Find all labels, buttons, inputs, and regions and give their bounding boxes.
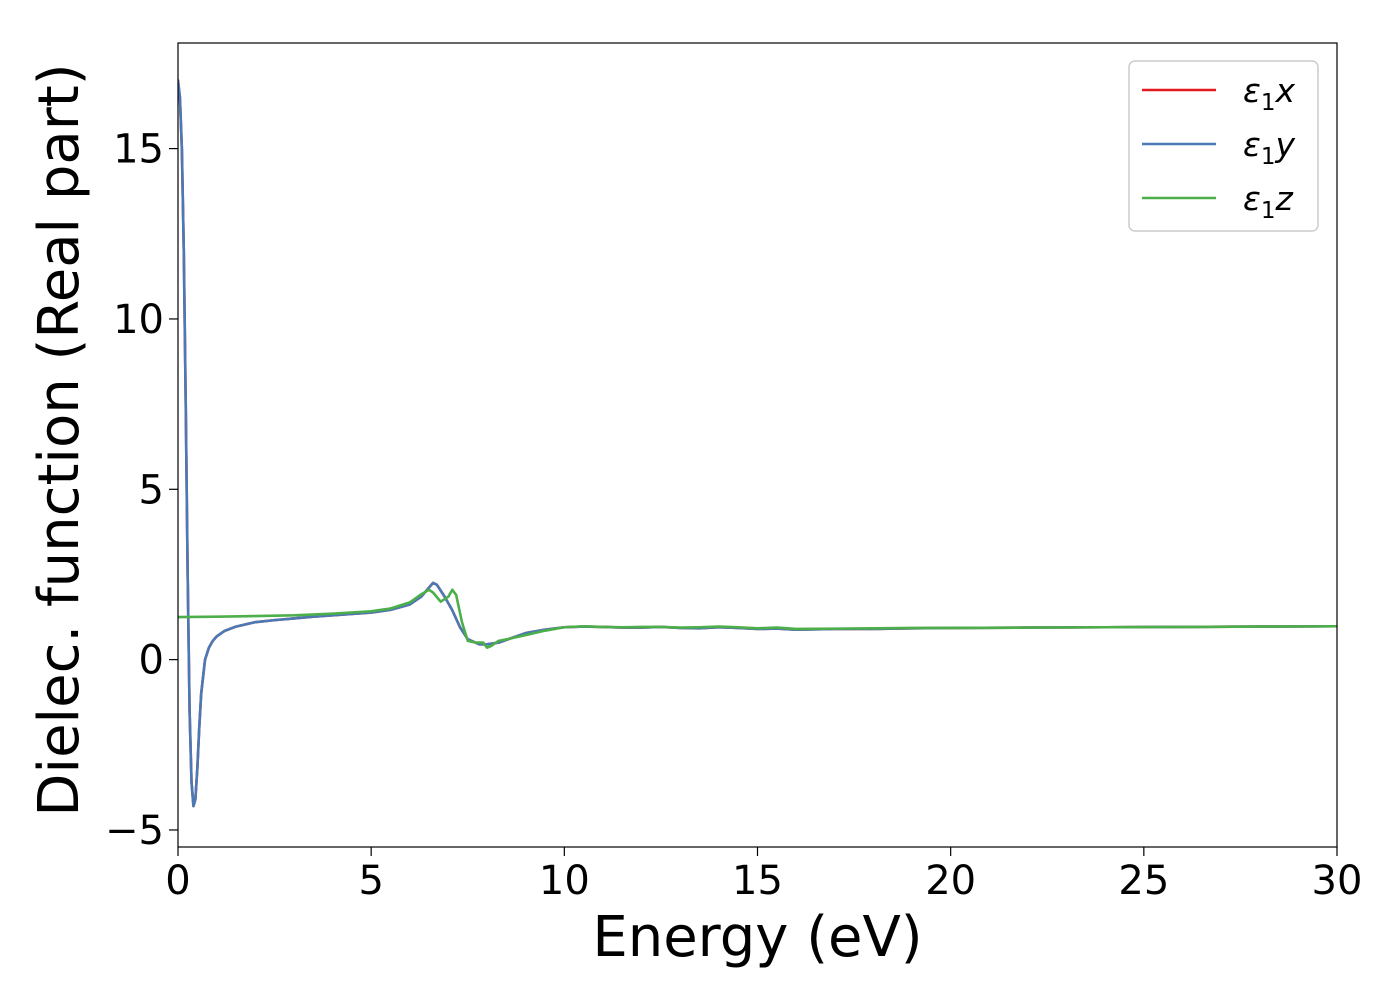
x-tick-label: 0: [165, 858, 190, 904]
x-axis: 0 5 10 15 20 25 30: [165, 847, 1362, 904]
x-tick-label: 20: [925, 858, 976, 904]
y-axis: −5 0 5 10 15: [105, 127, 178, 854]
x-tick-label: 5: [358, 858, 383, 904]
legend-label-z: ε1z: [1243, 179, 1293, 224]
y-axis-title: Dielec. function (Real part): [27, 63, 92, 816]
y-tick-label: 10: [113, 297, 164, 343]
legend-label-y: ε1y: [1243, 125, 1295, 170]
x-tick-label: 25: [1118, 858, 1169, 904]
legend-box: [1128, 60, 1319, 232]
y-tick-label: 15: [113, 127, 164, 173]
x-tick-label: 15: [732, 858, 783, 904]
x-tick-label: 30: [1312, 858, 1363, 904]
legend: ε1x ε1y ε1z: [1128, 60, 1319, 232]
series-line-z: [178, 588, 1337, 649]
series-layer: [178, 79, 1337, 808]
y-tick-label: 0: [139, 638, 164, 684]
x-axis-title: Energy (eV): [592, 905, 922, 970]
x-tick-label: 10: [539, 858, 590, 904]
legend-label-x: ε1x: [1243, 71, 1295, 116]
y-tick-label: −5: [105, 808, 164, 854]
y-tick-label: 5: [139, 467, 164, 513]
